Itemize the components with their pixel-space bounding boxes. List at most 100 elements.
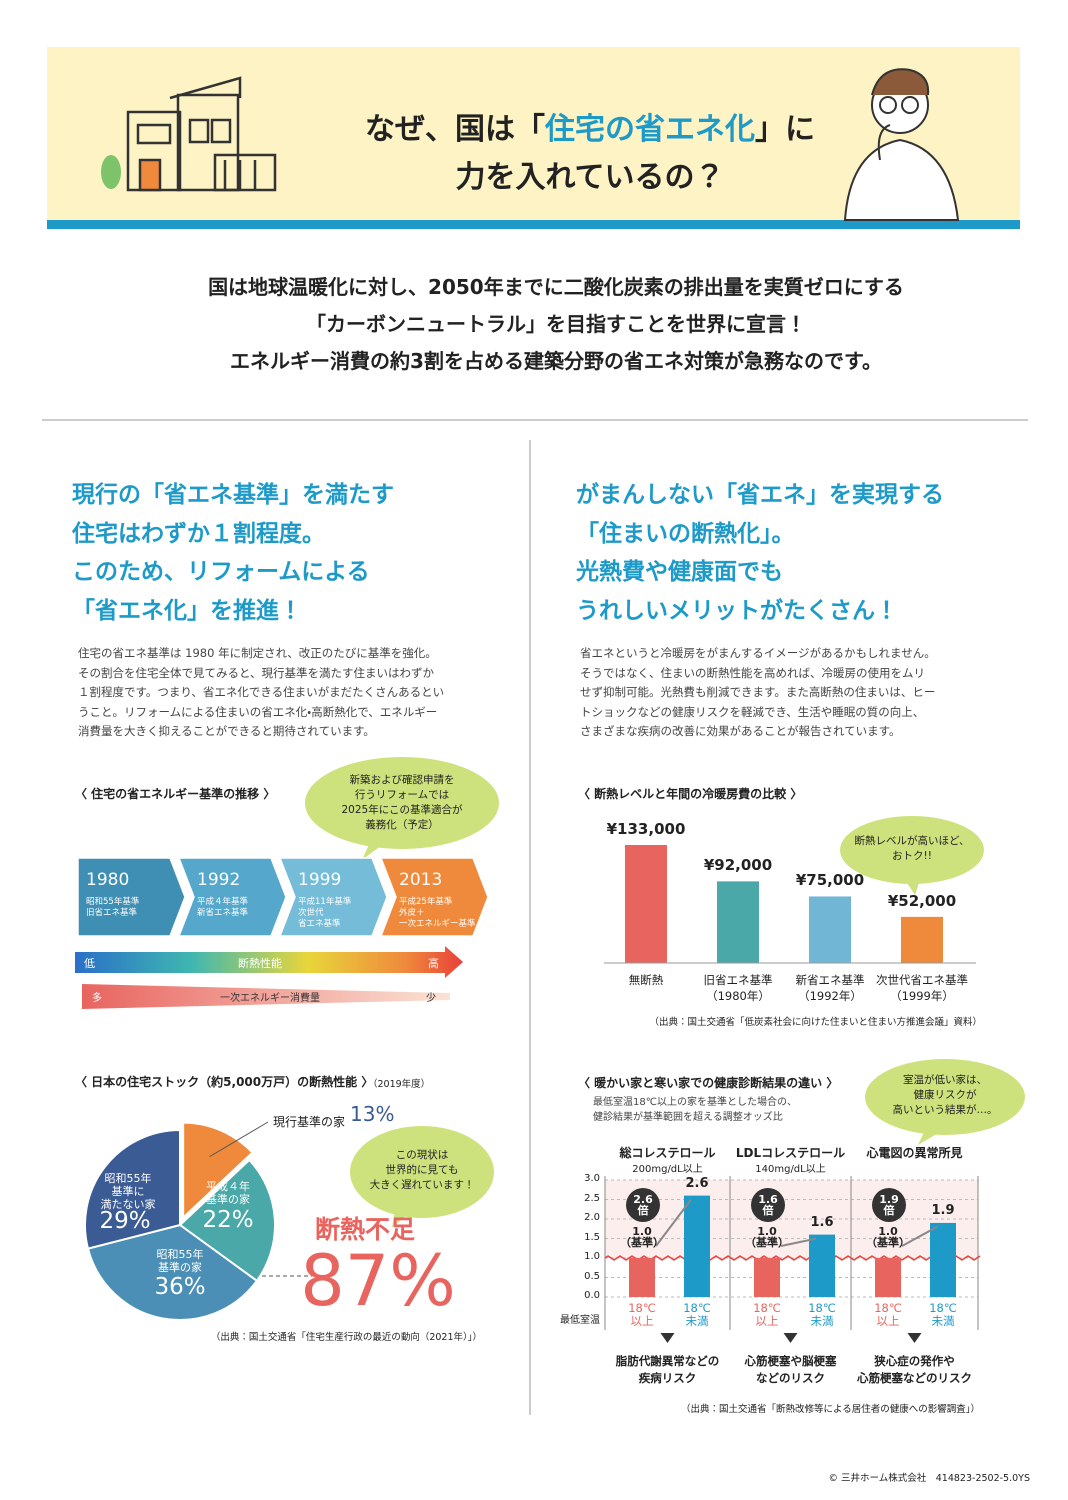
scale-label: 低 <box>84 957 95 970</box>
series-label: 18℃ 以上 <box>874 1301 902 1328</box>
source: （出典：国土交通省「低炭素社会に向けた住まいと住まい方推進会議」資料） <box>649 1017 982 1028</box>
scale-label: 一次エネルギー消費量 <box>220 993 320 1004</box>
y-tick-label: 0.5 <box>584 1270 600 1282</box>
bar-value: ¥92,000 <box>703 856 773 875</box>
ratio-arrow <box>780 1237 817 1247</box>
section-title: 〈 断熱レベルと年間の冷暖房費の比較 〉 <box>578 787 803 801</box>
section-title: 〈 日本の住宅ストック（約5,000万戸）の断熱性能 〉 <box>75 1075 374 1089</box>
y-tick-label: 1.0 <box>584 1251 600 1262</box>
intro-line: 国は地球温暖化に対し、2050年までに二酸化炭素の排出量を実質ゼロにする <box>208 275 904 299</box>
callout-bubble <box>840 816 984 884</box>
bar-value: 2.6 <box>685 1175 709 1191</box>
timeline-step <box>177 857 287 937</box>
callout-bubble <box>305 757 499 849</box>
slice-label: 現行基準の家 <box>273 1115 346 1129</box>
series-label: 18℃ 以上 <box>628 1301 656 1328</box>
category-note: 140mg/dL以上 <box>755 1164 826 1175</box>
headline: 現行の「省エネ基準」を満たす 住宅はわずか１割程度。 このため、リフォームによる… <box>72 482 394 624</box>
callout-text: 断熱レベルが高いほど、 おトク!! <box>854 835 970 862</box>
house-illustration <box>126 76 277 192</box>
ratio-arrow <box>901 1226 938 1247</box>
step-year: 2013 <box>399 870 443 890</box>
step-label: 平成25年基準 外皮＋ 一次エネルギー基準 <box>399 897 476 929</box>
x-tick-label: 旧省エネ基準 （1980年） <box>703 973 773 1003</box>
leader-line <box>209 1121 269 1158</box>
subtitle: 最低室温18℃以上の家を基準とした場合の、 健診結果が基準範囲を超える調整オッズ… <box>593 1097 797 1123</box>
source: （出典：国土交通省「断熱改修等による居住者の健康への影響調査」） <box>681 1404 980 1415</box>
scale-label: 高 <box>428 957 439 970</box>
x-label: 最低室温 <box>560 1315 600 1326</box>
title-part: 住宅の省エネ化 <box>545 112 755 147</box>
title-part: 」に <box>755 112 815 147</box>
title-part: なぜ、国は「 <box>365 112 545 147</box>
step-label: 平成11年基準 次世代 省エネ基準 <box>298 897 352 929</box>
down-arrow <box>783 1333 798 1343</box>
x-tick-label: 無断熱 <box>628 973 664 987</box>
section-title: 〈 暖かい家と寒い家での健康診断結果の違い 〉 <box>578 1076 839 1090</box>
body-text: 省エネというと冷暖房をがまんするイメージがあるかもしれません。 そうではなく、住… <box>580 646 936 739</box>
ratio-arrow <box>655 1198 692 1247</box>
scale-label: 多 <box>92 993 102 1004</box>
callout-tail <box>392 1210 410 1228</box>
pie-slice <box>182 1121 254 1220</box>
bar <box>875 1258 901 1297</box>
y-tick-label: 3.0 <box>584 1173 600 1184</box>
bar <box>717 881 759 963</box>
performance-arrow <box>75 946 463 978</box>
ratio-badge <box>751 1188 785 1222</box>
section-note: （2019年度） <box>368 1079 431 1090</box>
bar-value: ¥133,000 <box>606 820 686 838</box>
title-line: 力を入れているの？ <box>455 160 725 195</box>
bar-value: 1.0 （基準） <box>866 1225 910 1249</box>
bar-value: 1.9 <box>931 1202 955 1218</box>
consumption-wedge <box>82 984 450 1009</box>
outcome: 心筋梗塞や脳梗塞 などのリスク <box>744 1354 837 1385</box>
ratio-badge <box>872 1188 906 1222</box>
ratio-label: 1.6 倍 <box>758 1193 778 1217</box>
summary-label: 断熱不足 <box>314 1215 416 1244</box>
slice-label: 昭和55年 基準に 満たない家 <box>100 1172 156 1211</box>
category-note: 200mg/dL以上 <box>632 1164 703 1175</box>
callout-tail <box>905 880 920 895</box>
body-text: 住宅の省エネ基準は 1980 年に制定され、改正のたびに基準を強化。 その割合を… <box>78 646 445 739</box>
outcome: 脂肪代謝異常などの 疾病リスク <box>615 1354 720 1385</box>
pie-slice <box>83 1128 181 1250</box>
series-label: 18℃ 以上 <box>753 1301 781 1328</box>
y-tick-label: 2.0 <box>584 1212 600 1223</box>
bar <box>684 1195 710 1297</box>
pie-slice <box>86 1223 259 1321</box>
slice-label: 平成４年 基準の家 <box>206 1180 250 1206</box>
reference-line <box>604 1255 981 1261</box>
headline: がまんしない「省エネ」を実現する 「住まいの断熱化」。 光熱費や健康面でも うれ… <box>576 482 944 624</box>
title-line: なぜ、国は「住宅の省エネ化」に <box>365 104 815 148</box>
step-year: 1980 <box>86 870 130 890</box>
tree <box>101 155 121 189</box>
person-illustration <box>843 68 960 221</box>
callout-text: 室温が低い家は、 健康リスクが 高いという結果が…。 <box>892 1074 998 1116</box>
intro-line: 「カーボンニュートラル」を目指すことを世界に宣言！ <box>306 312 806 336</box>
step-year: 1992 <box>197 870 241 890</box>
bar <box>809 896 851 963</box>
bar-value: 1.0 （基準） <box>620 1225 664 1249</box>
down-arrow <box>660 1333 675 1343</box>
series-label: 18℃ 未満 <box>808 1301 836 1328</box>
source: （出典：国土交通省「住宅生産行政の最近の動向（2021年）」） <box>210 1332 482 1343</box>
y-tick-label: 1.5 <box>584 1231 600 1243</box>
callout-text: 新築および確認申請を 行うリフォームでは 2025年にこの基準適合が 義務化（予… <box>341 774 463 831</box>
slice-label: 昭和55年 基準の家 <box>156 1248 204 1274</box>
callout-tail <box>362 842 382 860</box>
pie-slice <box>178 1158 276 1283</box>
step-year: 1999 <box>298 870 342 890</box>
timeline-step <box>379 857 489 937</box>
callout-bubble <box>865 1059 1025 1135</box>
header-bar <box>47 220 1020 229</box>
section-title: 〈 住宅の省エネルギー基準の推移 〉 <box>75 787 276 801</box>
slice-value: 29% <box>99 1208 151 1234</box>
y-tick-label: 0.0 <box>584 1290 600 1301</box>
down-arrow <box>907 1333 922 1343</box>
bar <box>625 845 667 963</box>
bar <box>629 1258 655 1297</box>
bar-value: ¥75,000 <box>795 871 865 890</box>
bar-value: 1.6 <box>810 1214 834 1230</box>
